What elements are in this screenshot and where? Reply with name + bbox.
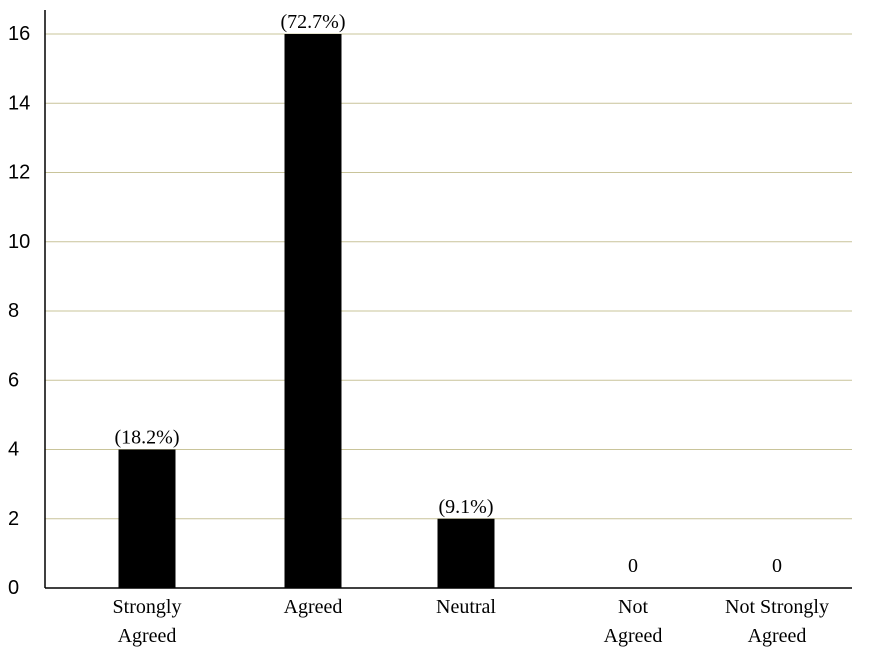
x-tick-label: Not Agreed bbox=[604, 596, 663, 647]
x-tick-label-line: Agreed bbox=[604, 625, 663, 647]
x-tick-label: Strongly Agreed bbox=[113, 596, 182, 647]
x-tick-label-line: Agreed bbox=[284, 596, 343, 618]
data-label: (9.1%) bbox=[439, 496, 494, 518]
y-tick-label: 10 bbox=[8, 231, 30, 253]
x-tick-label-line: Neutral bbox=[436, 596, 496, 618]
y-tick-label: 4 bbox=[8, 439, 19, 461]
x-tick-label-line: Not bbox=[618, 596, 648, 618]
x-tick-label-line: Strongly bbox=[113, 596, 182, 618]
data-label: 0 bbox=[772, 555, 782, 577]
x-tick-label-line: Not Strongly bbox=[725, 596, 829, 618]
x-tick-label-line: Agreed bbox=[118, 625, 177, 647]
x-tick-label-line: Agreed bbox=[748, 625, 807, 647]
y-tick-label: 16 bbox=[8, 23, 30, 45]
data-label: 0 bbox=[628, 555, 638, 577]
x-tick-label: Agreed bbox=[284, 596, 343, 618]
y-tick-label: 12 bbox=[8, 162, 30, 184]
y-tick-label: 14 bbox=[8, 92, 30, 114]
y-tick-label: 8 bbox=[8, 300, 19, 322]
data-label: (72.7%) bbox=[281, 11, 346, 33]
y-tick-label: 2 bbox=[8, 508, 19, 530]
bar bbox=[118, 449, 176, 588]
x-tick-label: Not Strongly Agreed bbox=[725, 596, 829, 647]
data-label: (18.2%) bbox=[115, 427, 180, 449]
bar bbox=[437, 518, 495, 588]
y-tick-label: 0 bbox=[8, 577, 19, 599]
y-tick-label: 6 bbox=[8, 369, 19, 391]
bar bbox=[284, 34, 342, 588]
x-tick-label: Neutral bbox=[436, 596, 496, 618]
